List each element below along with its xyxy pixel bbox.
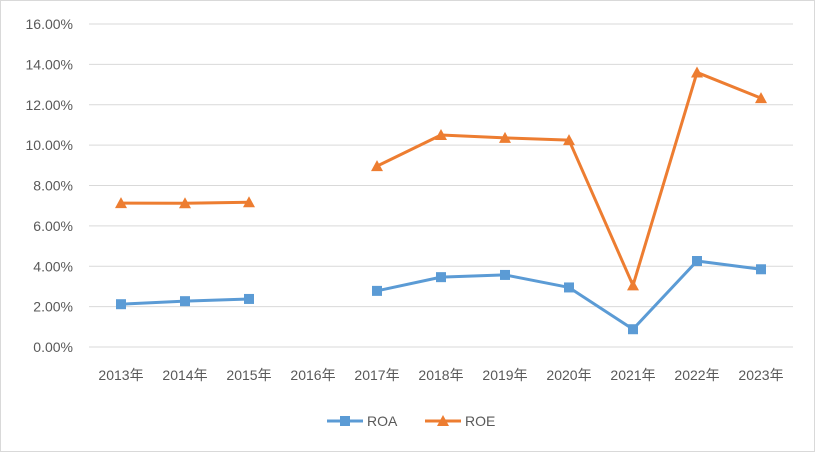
- gridlines: [89, 23, 793, 348]
- roe-point: [563, 134, 575, 146]
- x-tick-label: 2018年: [418, 367, 463, 383]
- series-layer: [115, 66, 767, 335]
- y-tick-label: 0.00%: [33, 339, 73, 355]
- x-tick-label: 2020年: [546, 367, 591, 383]
- roe-point: [499, 131, 511, 143]
- legend-item-roa: ROA: [327, 413, 398, 429]
- x-tick-label: 2022年: [674, 367, 719, 383]
- roe-point: [435, 129, 447, 141]
- roa-point: [500, 269, 510, 280]
- roe-point: [179, 197, 191, 209]
- x-tick-label: 2016年: [290, 367, 335, 383]
- y-axis-tick-labels: 0.00% 2.00% 4.00% 6.00% 8.00% 10.00% 12.00% 14.…: [26, 16, 73, 355]
- y-tick-label: 14.00%: [26, 56, 73, 72]
- x-tick-label: 2023年: [738, 367, 783, 383]
- series-roe: [115, 66, 767, 291]
- roa-point: [628, 324, 638, 335]
- roe-point: [627, 279, 639, 291]
- roa-line-segment: [375, 259, 763, 331]
- legend-item-roe: ROE: [425, 413, 495, 429]
- y-tick-label: 4.00%: [33, 258, 73, 274]
- roe-point: [115, 197, 127, 209]
- roa-point: [564, 282, 574, 293]
- y-tick-label: 12.00%: [26, 97, 73, 113]
- x-tick-label: 2015年: [226, 367, 271, 383]
- roa-point: [180, 296, 190, 307]
- roa-point: [244, 293, 254, 304]
- roa-point: [372, 285, 382, 296]
- legend: ROA ROE: [327, 413, 495, 429]
- y-tick-label: 6.00%: [33, 218, 73, 234]
- y-tick-label: 2.00%: [33, 299, 73, 315]
- legend-label: ROA: [367, 413, 398, 429]
- x-tick-label: 2017年: [354, 367, 399, 383]
- x-axis-tick-labels: 2013年 2014年 2015年 2016年 2017年 2018年 2019年 2020年…: [98, 367, 783, 383]
- y-tick-label: 16.00%: [26, 16, 73, 32]
- x-tick-label: 2014年: [162, 367, 207, 383]
- roe-point: [243, 196, 255, 208]
- roe-point: [371, 160, 383, 172]
- roe-point: [691, 66, 703, 78]
- series-roa: [116, 256, 766, 335]
- x-tick-label: 2013年: [98, 367, 143, 383]
- legend-swatch-marker: [437, 415, 449, 426]
- legend-swatch-marker: [340, 416, 350, 426]
- legend-label: ROE: [465, 413, 495, 429]
- roa-point: [436, 272, 446, 283]
- roa-point: [756, 264, 766, 275]
- y-tick-label: 10.00%: [26, 137, 73, 153]
- x-tick-label: 2019年: [482, 367, 527, 383]
- roe-point: [755, 92, 767, 104]
- x-tick-label: 2021年: [610, 367, 655, 383]
- roa-point: [692, 256, 702, 267]
- y-tick-label: 8.00%: [33, 178, 73, 194]
- roa-point: [116, 299, 126, 310]
